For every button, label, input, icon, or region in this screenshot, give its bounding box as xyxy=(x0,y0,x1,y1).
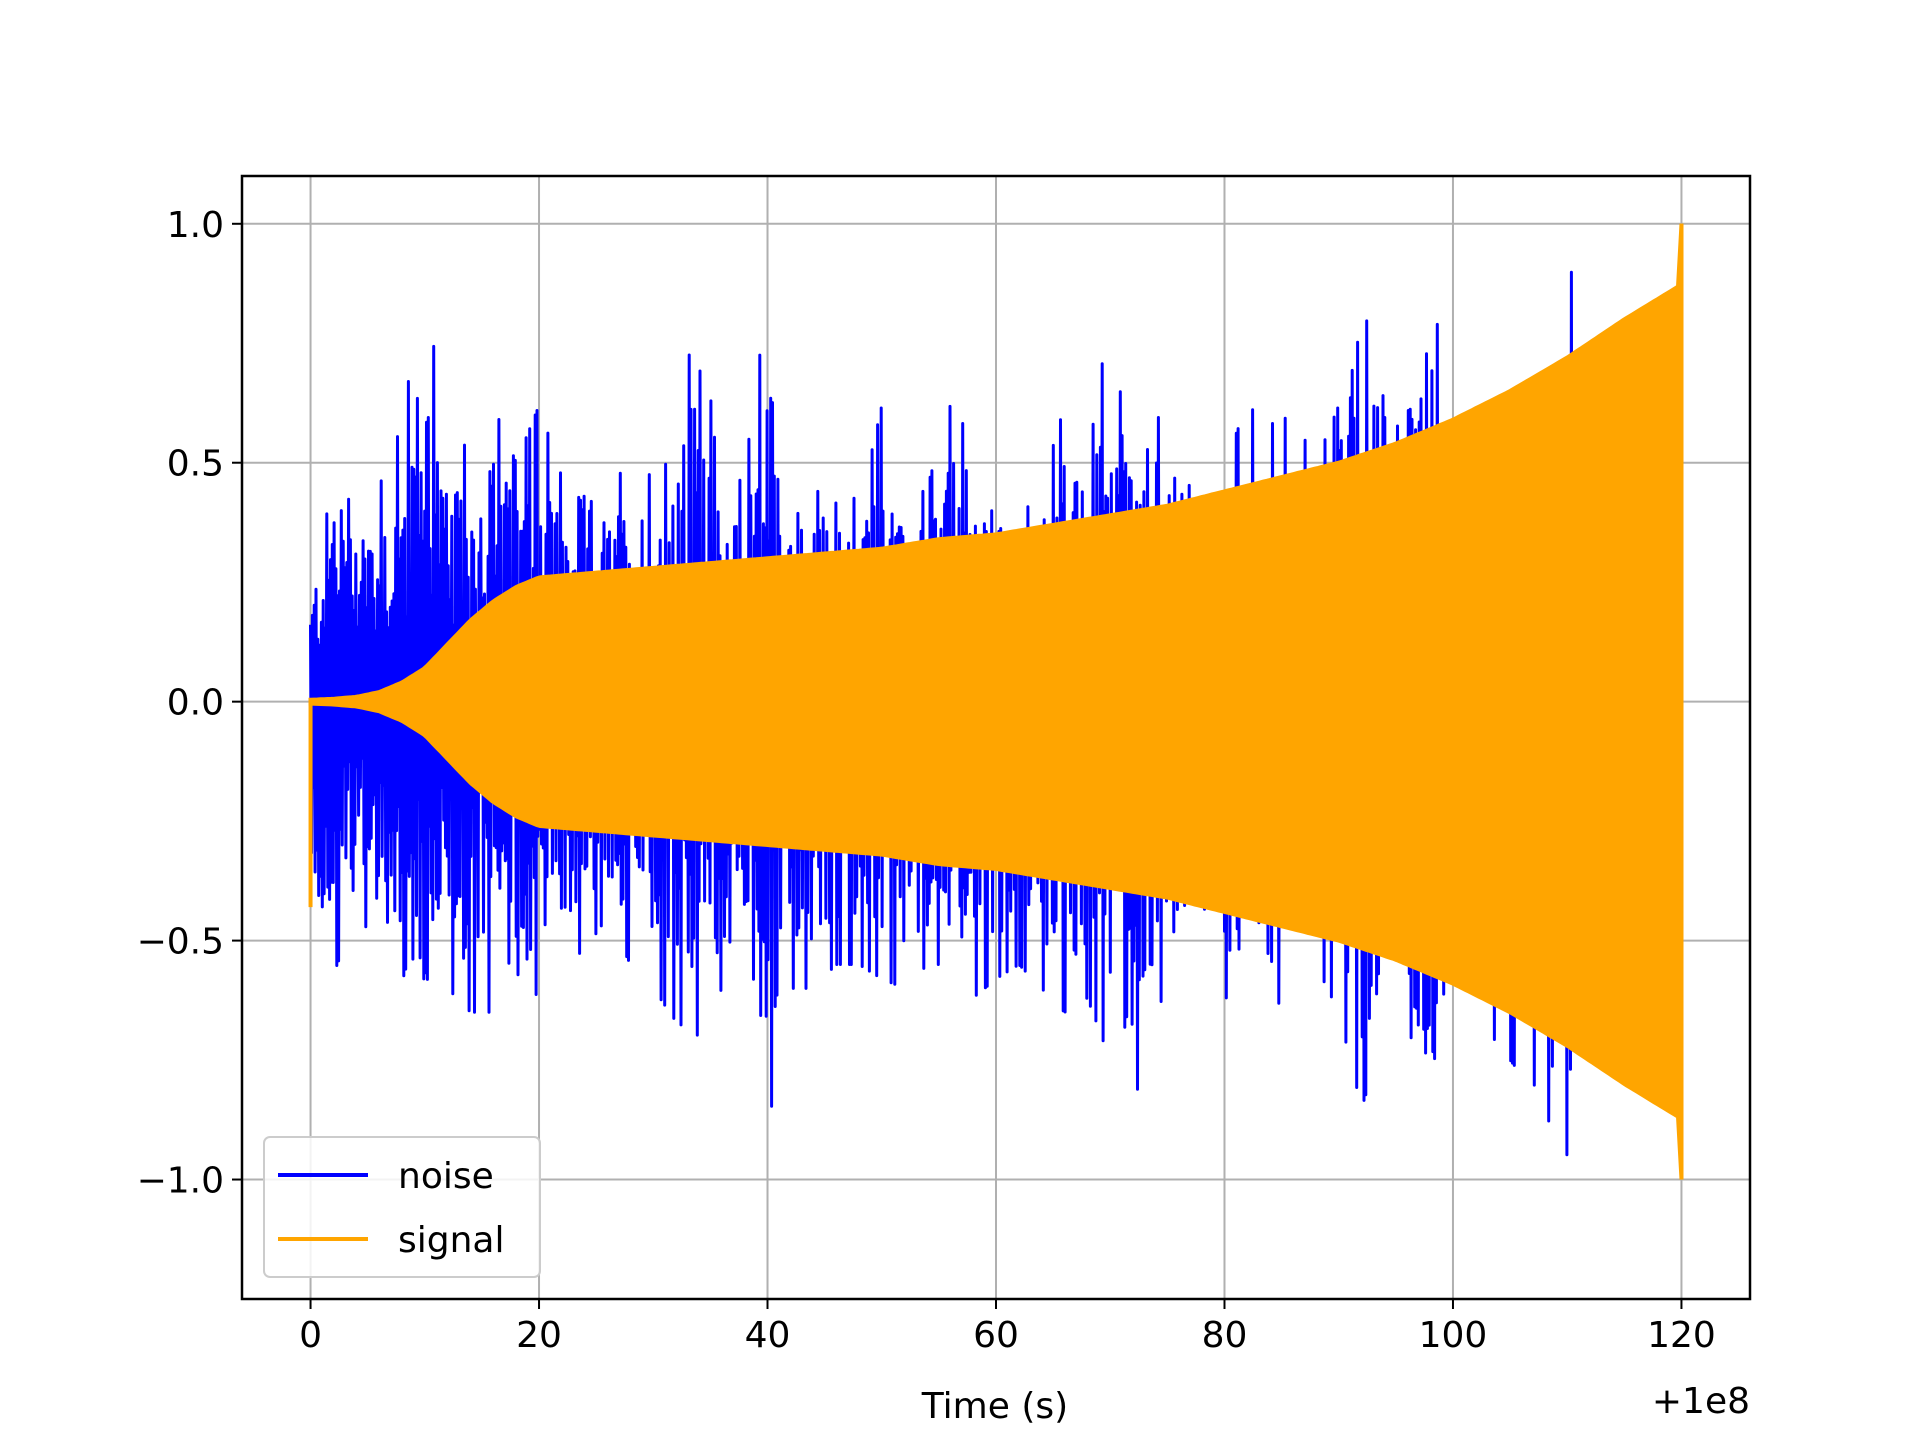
y-tick-label: 0.5 xyxy=(167,444,224,485)
plot-area: 0 20 40 60 80 100 120 −1.0 −0.5 0.0 0.5 1.0 xyxy=(137,174,1752,1356)
signal-series-line xyxy=(309,223,1683,1157)
x-tick-label: 20 xyxy=(516,1315,562,1356)
x-tick-label: 120 xyxy=(1647,1315,1716,1356)
y-tick-label: −1.0 xyxy=(137,1161,224,1202)
y-tick-label: 1.0 xyxy=(167,205,224,246)
x-tick-label: 100 xyxy=(1419,1315,1488,1356)
y-tick-label: 0.0 xyxy=(167,683,224,724)
legend: noise signal xyxy=(263,1136,541,1278)
y-tick-label: −0.5 xyxy=(137,922,224,963)
legend-label-signal: signal xyxy=(398,1220,505,1261)
data-layer xyxy=(308,223,1684,1180)
x-tick-label: 60 xyxy=(973,1315,1019,1356)
x-tick-label: 0 xyxy=(299,1315,322,1356)
legend-box xyxy=(263,1136,541,1278)
legend-label-noise: noise xyxy=(398,1156,494,1197)
x-axis-label: Time (s) xyxy=(921,1386,1068,1427)
x-tick-label: 40 xyxy=(745,1315,791,1356)
x-axis-offset-label: +1e8 xyxy=(1652,1381,1750,1422)
x-tick-label: 80 xyxy=(1202,1315,1248,1356)
